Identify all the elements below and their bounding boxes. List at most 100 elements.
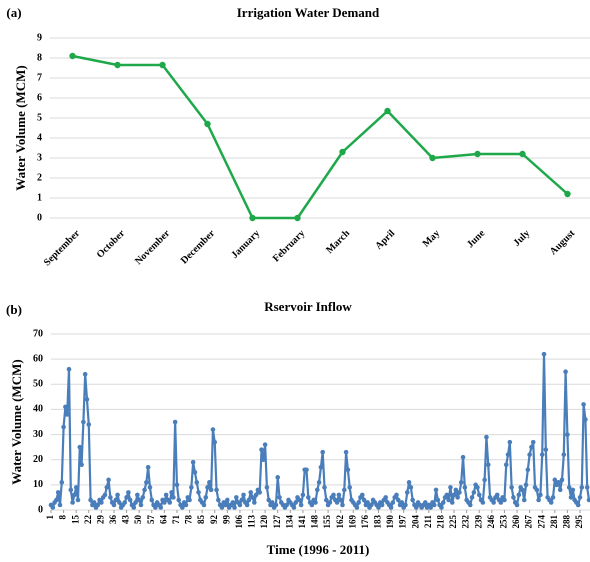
data-point (444, 492, 450, 498)
data-point (169, 490, 174, 495)
data-point (552, 477, 558, 483)
x-tick-label: 64 (158, 515, 168, 525)
data-point (204, 120, 211, 128)
data-point (471, 490, 477, 495)
data-point (50, 505, 56, 510)
data-point (556, 480, 561, 485)
data-point (390, 500, 396, 505)
data-point (399, 500, 405, 505)
x-tick-label: June (465, 228, 488, 251)
x-tick-label: 155 (322, 515, 332, 529)
data-point (343, 449, 349, 455)
data-point (216, 497, 221, 503)
data-point (153, 505, 158, 510)
x-tick-label: 99 (221, 515, 231, 525)
data-point (570, 487, 576, 493)
data-point (214, 487, 219, 493)
x-tick-label: April (373, 228, 397, 252)
x-tick-label: 120 (259, 515, 269, 529)
data-point (99, 500, 104, 505)
data-point (219, 505, 225, 510)
y-tick-label: 10 (33, 479, 43, 490)
data-point (133, 500, 138, 505)
data-point (293, 500, 299, 505)
x-tick-label: 36 (108, 515, 118, 525)
data-point (507, 439, 513, 445)
data-point (458, 480, 464, 485)
x-tick-label: 15 (70, 515, 80, 525)
y-tick-label: 4 (37, 132, 42, 143)
data-point (174, 482, 180, 488)
data-point (503, 462, 509, 468)
data-point (563, 369, 568, 375)
data-point (433, 487, 439, 493)
data-point (516, 492, 522, 498)
data-point (241, 492, 246, 498)
data-point (183, 502, 189, 508)
data-point (187, 497, 192, 503)
data-point (448, 485, 453, 490)
data-point (435, 497, 441, 503)
data-point (474, 150, 481, 158)
data-point (201, 502, 207, 508)
data-point (106, 477, 111, 483)
data-point (530, 439, 536, 445)
x-tick-label: 169 (347, 515, 357, 529)
data-point (304, 467, 309, 473)
data-point (428, 505, 433, 510)
data-point (108, 495, 113, 500)
x-tick-label: 29 (95, 515, 105, 525)
x-tick-label: 71 (171, 515, 181, 525)
x-tick-label: 295 (574, 515, 584, 529)
data-point (225, 497, 230, 503)
data-point (54, 497, 59, 503)
data-point (539, 452, 545, 457)
data-point (59, 480, 65, 485)
data-point (131, 505, 137, 510)
data-point (341, 487, 347, 493)
data-point (248, 490, 254, 495)
data-point (565, 432, 570, 437)
data-point (208, 487, 214, 493)
x-tick-label: 50 (133, 515, 143, 525)
data-point (316, 480, 322, 485)
data-point (84, 397, 90, 402)
x-tick-label: 113 (247, 515, 257, 529)
data-point (368, 502, 374, 508)
data-point (462, 485, 468, 490)
data-point (57, 502, 63, 508)
y-tick-label: 5 (37, 112, 42, 123)
data-point (140, 495, 146, 500)
data-point (142, 487, 147, 493)
data-point (460, 454, 466, 460)
data-point (149, 497, 155, 503)
data-point (581, 402, 586, 407)
data-point (383, 495, 388, 500)
data-point (63, 404, 68, 410)
data-point (475, 485, 480, 490)
data-point (159, 61, 166, 69)
data-point (457, 490, 462, 495)
data-point (476, 492, 482, 498)
data-point (491, 500, 496, 505)
data-point (266, 497, 272, 503)
data-point (356, 500, 361, 505)
x-tick-label: 267 (524, 515, 534, 529)
data-point (196, 490, 201, 495)
data-point (122, 500, 128, 505)
data-point (376, 505, 381, 510)
y-axis-label: Water Volume (MCM) (9, 359, 24, 484)
data-point (86, 422, 92, 427)
data-point (192, 469, 198, 475)
data-point (88, 497, 93, 503)
data-point (575, 502, 581, 508)
x-tick-label: 57 (146, 515, 156, 525)
data-point (451, 492, 457, 498)
data-point (249, 214, 256, 222)
data-point (270, 500, 275, 505)
data-point (237, 502, 243, 508)
y-tick-label: 0 (38, 504, 43, 515)
data-point (439, 505, 444, 510)
y-tick-label: 70 (33, 328, 43, 339)
data-point (365, 500, 370, 505)
